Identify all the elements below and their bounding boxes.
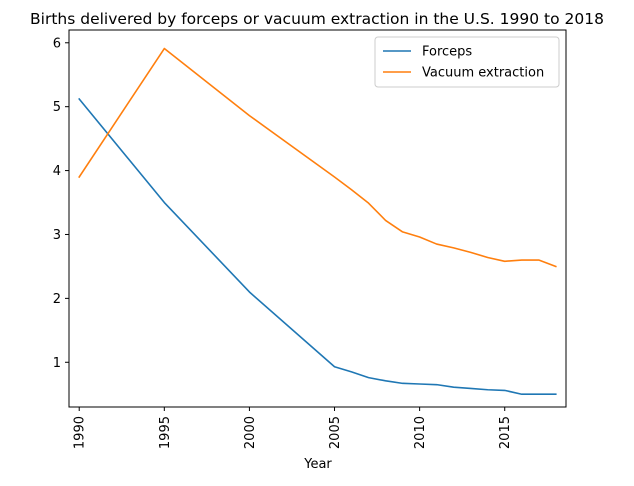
x-axis: 1990 1995 2000 2005 2010 2015 — [73, 407, 514, 449]
y-tick-label: 3 — [53, 228, 61, 243]
legend-label: Vacuum extraction — [422, 66, 544, 81]
legend-label: Forceps — [422, 45, 472, 60]
x-axis-label: Year — [303, 457, 332, 472]
x-tick-label: 2000 — [243, 416, 258, 449]
x-tick-label: 2010 — [413, 416, 428, 449]
y-tick-label: 4 — [53, 164, 61, 179]
y-tick-label: 1 — [53, 356, 61, 371]
x-tick-label: 2015 — [498, 416, 513, 449]
x-tick-label: 2005 — [328, 416, 343, 449]
x-tick-label: 1990 — [73, 416, 88, 449]
y-axis: 1 2 3 4 5 6 — [53, 36, 69, 370]
y-tick-label: 2 — [53, 292, 61, 307]
series-line-forceps — [79, 99, 556, 394]
legend: Forceps Vacuum extraction — [375, 37, 559, 87]
x-tick-label: 1995 — [158, 416, 173, 449]
plot-area — [79, 49, 556, 395]
y-tick-label: 5 — [53, 100, 61, 115]
y-tick-label: 6 — [53, 36, 61, 51]
chart-title: Births delivered by forceps or vacuum ex… — [30, 10, 604, 28]
